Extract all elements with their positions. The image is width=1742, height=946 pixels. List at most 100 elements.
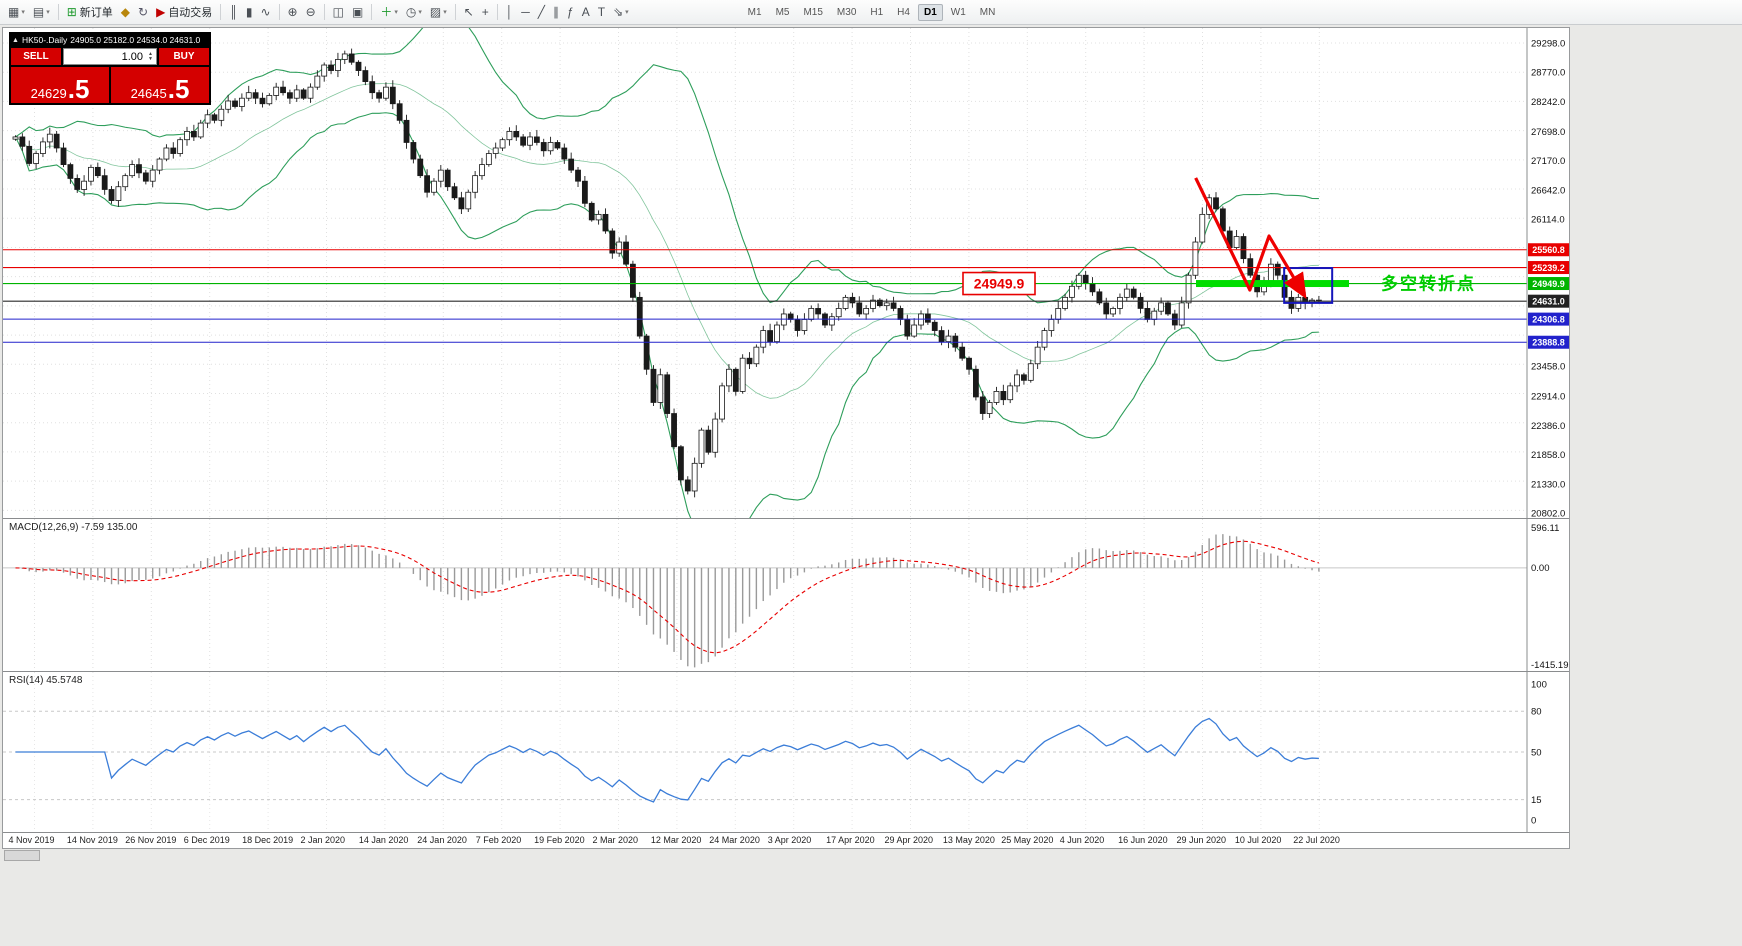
price-tick-label: 23458.0 xyxy=(1531,362,1565,373)
volume-input[interactable]: 1.00 ▲ ▼ xyxy=(63,48,157,65)
cursor-icon[interactable]: ↖ xyxy=(463,5,474,19)
tile-windows-icon[interactable]: ◫ xyxy=(332,5,344,19)
indicators-icon[interactable]: ＋ ▾ xyxy=(380,5,398,19)
zoom-in-icon[interactable]: ⊕ xyxy=(287,5,298,19)
quote-bar[interactable]: ▲ HK50-.Daily 24905.0 25182.0 24534.0 24… xyxy=(11,34,209,48)
ohlc-values: 24905.0 25182.0 24534.0 24631.0 xyxy=(70,35,201,45)
macd-axis-label: 0.00 xyxy=(1531,563,1550,574)
support-zone-bar xyxy=(1196,280,1349,288)
svg-text:24631.0: 24631.0 xyxy=(1532,297,1565,307)
candlestick-chart-icon[interactable]: ▮ xyxy=(245,5,253,19)
zoom-out-icon[interactable]: ⊖ xyxy=(305,5,316,19)
bar-chart-icon[interactable]: ║ xyxy=(229,5,238,19)
date-label: 29 Apr 2020 xyxy=(884,835,934,845)
periods-icon[interactable]: ◷ ▾ xyxy=(405,5,422,19)
rsi-canvas: 100 80 50 15 0 xyxy=(3,672,1547,832)
horizontal-line-icon[interactable]: ─ xyxy=(521,5,530,19)
timeframe-m30[interactable]: M30 xyxy=(836,6,857,18)
price-tick-label: 28242.0 xyxy=(1531,97,1565,108)
timeframe-d1[interactable]: D1 xyxy=(917,3,943,21)
market-watch-icon[interactable]: ◆ xyxy=(120,5,131,19)
chart-window: 24949.9 多空转折点 29298.0 28770.0 28242.0 27698.0… xyxy=(2,27,1570,849)
timeframe-m5[interactable]: M5 xyxy=(775,6,790,18)
price-chart-pane[interactable]: 24949.9 多空转折点 29298.0 28770.0 28242.0 27698.0… xyxy=(3,28,1569,518)
auto-trading-button-label: 自动交易 xyxy=(168,7,213,19)
date-label: 14 Nov 2019 xyxy=(66,835,118,845)
volume-stepper[interactable]: ▲ ▼ xyxy=(146,50,155,62)
date-label: 22 Jul 2020 xyxy=(1293,835,1340,845)
line-chart-icon[interactable]: ∿ xyxy=(260,5,271,19)
macd-axis-label: 596.11 xyxy=(1531,523,1559,534)
bollinger-bands-layer xyxy=(15,28,1319,518)
rsi-grid-layer xyxy=(3,672,1527,832)
timeframe-mn[interactable]: MN xyxy=(979,6,996,18)
price-line-badge xyxy=(1528,277,1569,291)
macd-indicator-pane[interactable]: MACD(12,26,9) -7.59 135.00 596.11 0.00 -14… xyxy=(3,518,1569,671)
date-label: 2 Mar 2020 xyxy=(592,835,639,845)
trendline-icon[interactable]: ╱ xyxy=(537,5,546,19)
minimized-window-stub[interactable] xyxy=(4,850,40,861)
toolbar-separator xyxy=(220,4,222,20)
chevron-down-icon[interactable]: ▾ xyxy=(394,9,398,16)
new-chart-icon[interactable]: ▦ ▾ xyxy=(8,5,25,19)
chevron-down-icon[interactable]: ▾ xyxy=(21,9,25,16)
price-tick-label: 22914.0 xyxy=(1531,392,1565,403)
buy-price-box[interactable]: 24645.5 xyxy=(111,67,209,103)
date-label: 24 Jan 2020 xyxy=(417,835,467,845)
profiles-icon[interactable]: ▤ ▾ xyxy=(32,5,50,19)
refresh-icon[interactable]: ↻ xyxy=(138,5,149,19)
timeframe-w1[interactable]: W1 xyxy=(950,6,966,18)
cascade-windows-icon[interactable]: ▣ xyxy=(351,5,364,19)
chevron-down-icon[interactable]: ▾ xyxy=(443,9,447,16)
price-tick-label: 27698.0 xyxy=(1531,127,1565,138)
vertical-line-icon[interactable]: │ xyxy=(505,5,514,19)
price-line-badge xyxy=(1528,243,1569,257)
date-axis[interactable]: 4 Nov 2019 14 Nov 2019 26 Nov 2019 6 Dec 20… xyxy=(3,832,1569,848)
rsi-indicator-pane[interactable]: RSI(14) 45.5748 100 80 50 15 0 xyxy=(3,671,1569,832)
timeframe-h1[interactable]: H1 xyxy=(870,6,884,18)
trend-arrow xyxy=(1194,177,1307,300)
chevron-down-icon[interactable]: ▾ xyxy=(625,9,629,16)
rsi-axis-label: 15 xyxy=(1531,795,1542,806)
date-label: 18 Dec 2019 xyxy=(242,835,294,845)
channel-icon[interactable]: ∥ xyxy=(553,5,560,19)
auto-trading-button[interactable]: ▶ 自动交易 xyxy=(156,5,213,19)
price-line-badge xyxy=(1528,294,1569,308)
stepper-up-icon[interactable]: ▲ xyxy=(148,50,153,57)
svg-text:25560.8: 25560.8 xyxy=(1532,245,1565,255)
macd-axis-label: -1415.19 xyxy=(1531,660,1569,671)
sell-price-main: 24629 xyxy=(30,86,67,101)
toolbar-separator xyxy=(278,4,280,20)
date-label: 19 Feb 2020 xyxy=(534,835,585,845)
svg-text:24949.9: 24949.9 xyxy=(1532,279,1565,289)
sell-button[interactable]: SELL xyxy=(11,48,61,65)
price-chart-canvas[interactable]: 24949.9 多空转折点 29298.0 28770.0 28242.0 27698.0… xyxy=(3,28,1569,518)
rsi-axis-label: 80 xyxy=(1531,707,1542,718)
chevron-down-icon[interactable]: ▾ xyxy=(46,9,50,16)
price-tick-label: 21330.0 xyxy=(1531,479,1565,490)
annotations-layer: 24949.9 多空转折点 xyxy=(962,177,1474,304)
buy-button[interactable]: BUY xyxy=(159,48,209,65)
timeframe-h4[interactable]: H4 xyxy=(897,6,910,18)
date-label: 17 Apr 2020 xyxy=(826,835,875,845)
date-label: 14 Jan 2020 xyxy=(358,835,409,845)
crosshair-icon[interactable]: + xyxy=(481,5,489,19)
text-icon[interactable]: A xyxy=(581,5,590,19)
price-tick-label: 29298.0 xyxy=(1531,39,1565,50)
new-order-button[interactable]: ⊞ 新订单 xyxy=(66,5,113,19)
templates-icon[interactable]: ▨ ▾ xyxy=(429,5,447,19)
stepper-down-icon[interactable]: ▼ xyxy=(148,55,153,62)
fibonacci-icon[interactable]: ƒ xyxy=(567,5,574,19)
price-line-badge xyxy=(1528,261,1569,275)
sell-price-box[interactable]: 24629.5 xyxy=(11,67,109,103)
chevron-down-icon[interactable]: ▾ xyxy=(418,9,422,16)
collapse-panel-icon[interactable]: ▲ xyxy=(12,36,19,44)
arrows-icon[interactable]: ⇘ ▾ xyxy=(613,5,629,19)
label-icon[interactable]: T xyxy=(597,5,606,19)
date-label: 16 Jun 2020 xyxy=(1118,835,1168,845)
timeframe-m1[interactable]: M1 xyxy=(747,6,762,18)
date-label: 3 Apr 2020 xyxy=(767,835,812,845)
date-label: 29 Jun 2020 xyxy=(1176,835,1227,845)
timeframe-m15[interactable]: M15 xyxy=(803,6,823,18)
price-axis-layer: 29298.0 28770.0 28242.0 27698.0 27170.0 26642… xyxy=(1526,28,1569,518)
